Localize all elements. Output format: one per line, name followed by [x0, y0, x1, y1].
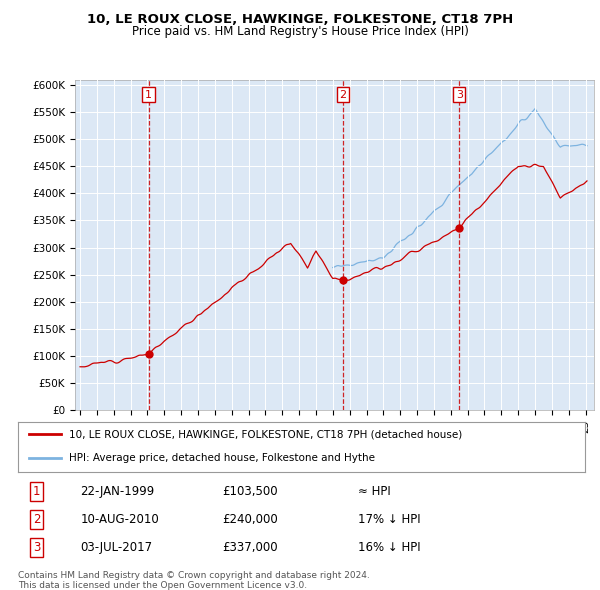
Text: 3: 3	[33, 541, 40, 554]
Text: ≈ HPI: ≈ HPI	[358, 486, 391, 499]
Text: 10, LE ROUX CLOSE, HAWKINGE, FOLKESTONE, CT18 7PH: 10, LE ROUX CLOSE, HAWKINGE, FOLKESTONE,…	[87, 13, 513, 26]
Text: £240,000: £240,000	[222, 513, 278, 526]
Text: 17% ↓ HPI: 17% ↓ HPI	[358, 513, 421, 526]
Text: £337,000: £337,000	[222, 541, 278, 554]
Text: 10, LE ROUX CLOSE, HAWKINGE, FOLKESTONE, CT18 7PH (detached house): 10, LE ROUX CLOSE, HAWKINGE, FOLKESTONE,…	[69, 430, 462, 440]
Text: 2: 2	[33, 513, 40, 526]
Text: Price paid vs. HM Land Registry's House Price Index (HPI): Price paid vs. HM Land Registry's House …	[131, 25, 469, 38]
Text: £103,500: £103,500	[222, 486, 278, 499]
Text: 22-JAN-1999: 22-JAN-1999	[80, 486, 155, 499]
Text: 2: 2	[340, 90, 347, 100]
Text: 03-JUL-2017: 03-JUL-2017	[80, 541, 152, 554]
Text: 1: 1	[33, 486, 40, 499]
Text: HPI: Average price, detached house, Folkestone and Hythe: HPI: Average price, detached house, Folk…	[69, 453, 375, 463]
Text: 1: 1	[145, 90, 152, 100]
Text: 10-AUG-2010: 10-AUG-2010	[80, 513, 159, 526]
Text: Contains HM Land Registry data © Crown copyright and database right 2024.: Contains HM Land Registry data © Crown c…	[18, 571, 370, 580]
Text: This data is licensed under the Open Government Licence v3.0.: This data is licensed under the Open Gov…	[18, 581, 307, 589]
Text: 16% ↓ HPI: 16% ↓ HPI	[358, 541, 421, 554]
Text: 3: 3	[455, 90, 463, 100]
